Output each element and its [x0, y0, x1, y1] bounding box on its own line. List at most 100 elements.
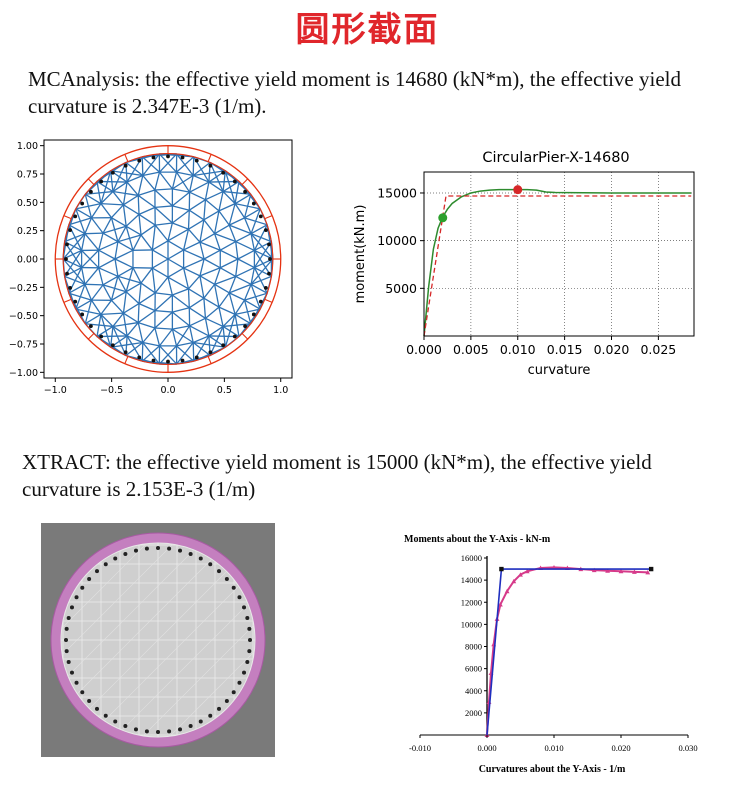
steel-bar-point [221, 170, 226, 175]
y-axis-label: moment(kN.m) [353, 205, 368, 304]
mesh-edge [85, 190, 113, 195]
mesh-edge [176, 342, 194, 365]
mesh-edge [228, 292, 245, 301]
cover-divider [87, 333, 95, 340]
steel-bar-point [208, 350, 213, 355]
core-diagonal-line [61, 543, 174, 656]
mesh-edge [167, 240, 184, 251]
steel-bar-point [232, 334, 237, 339]
mesh-edge [125, 291, 140, 305]
cover-divider [124, 356, 129, 364]
mesh-edge [117, 225, 127, 243]
data-marker [524, 568, 530, 574]
mesh-edge [218, 292, 230, 308]
mesh-edge [100, 313, 114, 327]
steel-bar-point [242, 605, 247, 610]
mesh-edge [250, 283, 268, 294]
mesh-edge [98, 258, 116, 269]
cover-divider [87, 178, 95, 185]
steel-bar-point [258, 299, 263, 304]
mesh-edge [205, 306, 220, 319]
mesh-edge [123, 303, 140, 314]
mesh-edge [81, 249, 100, 269]
x-tick-label: 0.025 [640, 342, 676, 357]
mesh-edge [117, 275, 127, 293]
mesh-edge [114, 258, 119, 277]
data-marker [498, 602, 503, 607]
mesh-edge [84, 267, 100, 285]
mesh-edge [68, 283, 86, 294]
mesh-edge [214, 283, 230, 294]
mesh-edge [250, 208, 261, 234]
cover-divider [63, 298, 72, 303]
steel-bars [64, 546, 252, 734]
key-point-marker [438, 213, 448, 223]
mesh-edge [243, 217, 252, 234]
core-diagonal-line [104, 586, 239, 721]
x-tick-label: 0.020 [611, 743, 630, 753]
steel-bar-point [73, 299, 78, 304]
steel-bar-point [144, 729, 149, 734]
mesh-edge [235, 240, 255, 252]
mesh-edge [229, 283, 252, 294]
mesh-edge [158, 328, 173, 347]
mesh-edge [250, 284, 261, 310]
x-tick-label: 0.015 [547, 342, 583, 357]
mesh-edge [234, 313, 252, 325]
mesh-edge [154, 327, 173, 330]
mesh-edge [171, 311, 191, 327]
mesh-edge [142, 175, 156, 191]
mesh-edge [85, 323, 113, 328]
series-lines [423, 188, 692, 337]
steel-bar-point [103, 562, 108, 567]
mesh-edge [152, 258, 169, 269]
steel-bar-point [251, 312, 256, 317]
steel-bar-point [242, 670, 247, 675]
mesh-edge [167, 276, 189, 290]
mesh-edge [154, 327, 161, 347]
mesh-edge [203, 249, 221, 260]
cover-divider [241, 333, 249, 340]
mesh-edge [112, 181, 128, 193]
steel-bar-point [123, 350, 128, 355]
steel-bar-point [267, 271, 271, 276]
mesh-edge [218, 306, 236, 315]
mesh-edge [126, 174, 144, 183]
key-point-marker [513, 185, 523, 195]
mesh-edge [228, 203, 236, 226]
x-tick-label: −1.0 [44, 385, 67, 396]
steel-bar-point [87, 576, 92, 581]
mesh-lines [62, 153, 274, 365]
steel-bar-point [80, 690, 85, 695]
mesh-edge [188, 175, 194, 193]
cover-divider [124, 154, 129, 162]
mesh-edge [188, 209, 205, 221]
mesh-edge [137, 303, 140, 323]
mesh-edge [203, 258, 221, 269]
mesh-edge [214, 233, 236, 243]
mesh-edge [138, 292, 156, 305]
steel-bar-point [133, 548, 138, 553]
mesh-edge [243, 284, 252, 301]
steel-bar-point [113, 556, 118, 561]
mesh-edge [84, 170, 112, 195]
steel-bar-point [248, 638, 252, 642]
mesh-edge [75, 284, 86, 310]
mesh-edge [228, 217, 245, 226]
core-diagonal-line [169, 651, 255, 737]
mesh-edge [90, 217, 104, 234]
steel-bar-point [103, 713, 108, 718]
y-tick-label: 8000 [465, 642, 482, 652]
mesh-edge [188, 228, 201, 243]
steel-bar-point [99, 179, 104, 184]
x-tick-label: −0.5 [100, 385, 123, 396]
steel-bar-point [156, 546, 160, 550]
mesh-edge [62, 233, 86, 260]
y-tick-label: 2000 [465, 708, 482, 718]
mesh-edge [219, 240, 237, 251]
mesh-edge [111, 217, 127, 227]
mesh-edge [112, 162, 127, 192]
mesh-edge [90, 284, 104, 301]
cover-divider [207, 154, 212, 162]
section-marks [54, 145, 282, 373]
